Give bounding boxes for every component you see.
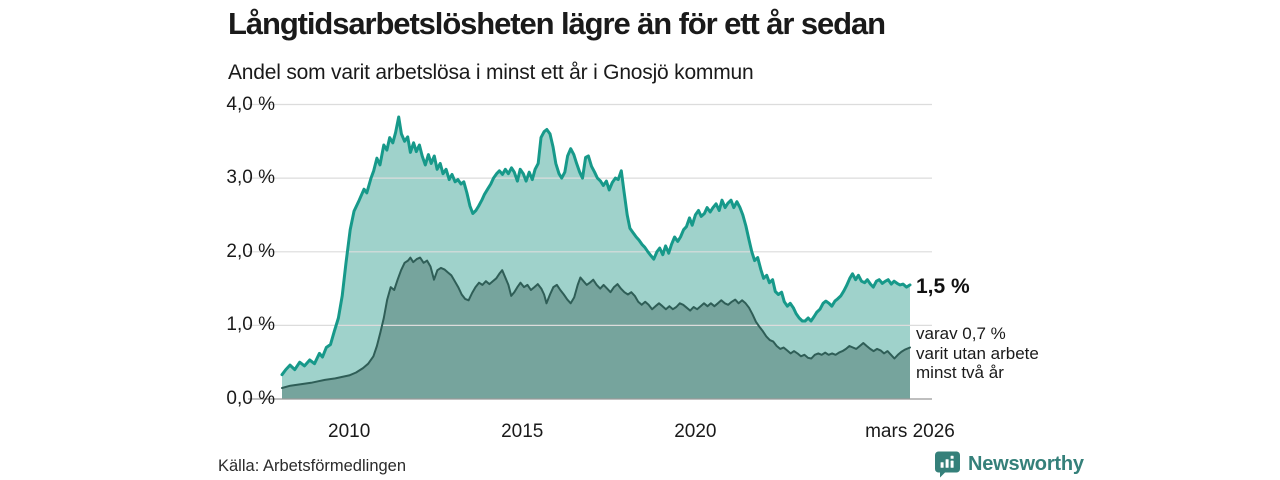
x-axis-tick-label: 2015 — [501, 421, 544, 442]
end-note-line-2: varit utan arbete — [916, 343, 1039, 363]
area-fill-series-2 — [282, 257, 910, 399]
x-axis-tick-label: 2010 — [328, 421, 371, 442]
brand-name: Newsworthy — [968, 453, 1084, 475]
end-note-line-3: minst två år — [916, 363, 1004, 382]
newsworthy-icon — [935, 451, 960, 478]
end-note-label: varav 0,7 % varit utan arbete minst två … — [916, 324, 1039, 383]
y-axis-tick-label: 0,0 % — [226, 388, 275, 409]
end-value-label: 1,5 % — [916, 275, 970, 298]
series-line-2 — [281, 256, 911, 389]
page-title: Långtidsarbetslösheten lägre än för ett … — [228, 6, 886, 41]
y-axis-tick-label: 4,0 % — [226, 93, 275, 115]
chart-subtitle: Andel som varit arbetslösa i minst ett å… — [228, 61, 754, 84]
y-axis-tick-label: 3,0 % — [226, 167, 275, 189]
x-axis-tick-label: 2020 — [674, 421, 717, 442]
y-axis-tick-label: 2,0 % — [226, 240, 275, 262]
series-line-1 — [280, 115, 912, 377]
x-axis-tick-label: mars 2026 — [865, 421, 955, 442]
y-axis-tick-label: 1,0 % — [226, 314, 275, 336]
end-note-line-1: varav 0,7 % — [916, 324, 1006, 343]
source-label: Källa: Arbetsförmedlingen — [218, 457, 407, 475]
brand-logo: Newsworthy — [934, 450, 1084, 479]
